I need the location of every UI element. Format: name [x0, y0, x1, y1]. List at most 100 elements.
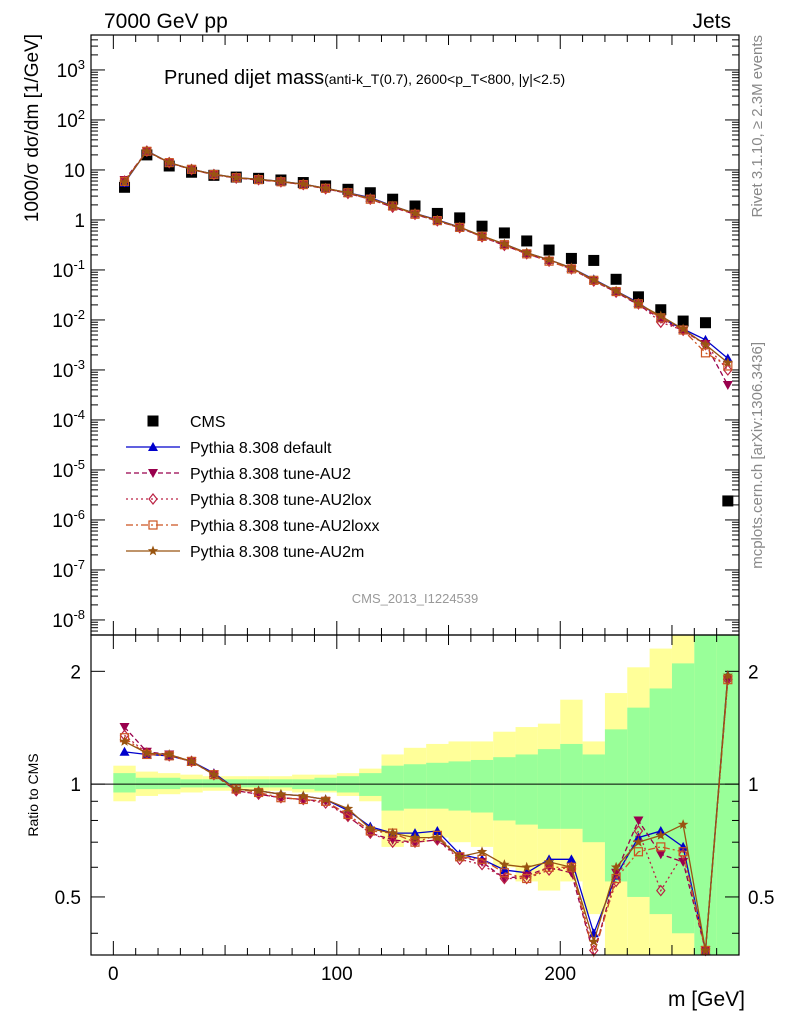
- ratio-point-s2-15: [454, 853, 465, 866]
- legend-label-au2: Pythia 8.308 tune-AU2: [190, 466, 351, 483]
- y-tick-exp--5: -5: [73, 457, 85, 472]
- y-tick-exp--1: -1: [73, 257, 85, 272]
- ratio-point-s4-24: [655, 829, 666, 840]
- ratio-point-s0-20: [566, 854, 577, 864]
- ratio-point-s4-16: [476, 846, 488, 857]
- ratio-point-s4-4: [208, 769, 220, 780]
- ratio-y-label-left-1: 1: [70, 775, 81, 796]
- ratio-point-s4-26: [700, 944, 711, 955]
- band-green-bin-6: [247, 779, 270, 788]
- ratio-y-label-right-2: 2: [748, 662, 759, 683]
- ratio-series-line-4: [124, 675, 729, 951]
- ratio-plot-series: [119, 669, 734, 958]
- band-green-bin-2: [158, 777, 181, 790]
- ratio-point-s4-10: [342, 803, 354, 814]
- header-right: Jets: [692, 10, 731, 33]
- y-tick-exp--4: -4: [73, 407, 85, 422]
- main-point-s5-11: [365, 192, 376, 203]
- band-green-bin-0: [113, 773, 136, 793]
- ratio-point-s4-22: [610, 861, 622, 872]
- main-point-s5-20: [566, 262, 577, 273]
- main-point-s5-21: [588, 274, 599, 285]
- y-tick-exp-2: 2: [78, 107, 85, 122]
- y-tick-label-1: 10: [64, 161, 85, 182]
- main-point-s5-25: [677, 323, 689, 334]
- ratio-point-s4-15: [454, 851, 465, 862]
- main-plot-ticks: 10-810-710-610-510-410-310-210-111010210…: [52, 34, 740, 635]
- y-tick-label--6: 10-6: [52, 507, 85, 532]
- main-point-s5-1: [141, 145, 153, 156]
- main-point-s5-6: [253, 173, 264, 184]
- main-point-s0-14: [431, 207, 443, 219]
- uncertainty-bands: [91, 635, 739, 955]
- ratio-point-s4-17: [499, 859, 510, 869]
- ratio-point-s4-23: [633, 836, 644, 847]
- main-y-axis-label: 1000/σ dσ/dm [1/GeV]: [22, 34, 43, 222]
- ratio-series-line-3: [124, 679, 729, 958]
- main-point-s0-26: [699, 317, 711, 329]
- main-series-line-5: [123, 150, 729, 364]
- ratio-point-s4-2: [164, 749, 175, 759]
- legend-marker-1: [148, 442, 158, 451]
- rivet-version-label: Rivet 3.1.10, ≥ 2.3M events: [749, 35, 766, 218]
- ratio-point-s3-18: [522, 873, 532, 884]
- band-green-bin-21: [582, 754, 605, 843]
- legend-symbol-au2loxx: [126, 520, 180, 530]
- main-point-s5-8: [298, 178, 309, 189]
- band-green-bin-5: [225, 779, 248, 788]
- main-title-subtext: (anti-k_T(0.7), 2600<p_T<800, |y|<2.5): [324, 71, 565, 87]
- ratio-point-s1-18: [521, 871, 532, 881]
- ratio-y-label-left-2: 2: [70, 662, 81, 683]
- ratio-point-s1-23: [633, 816, 644, 826]
- main-plot-series: [119, 145, 734, 507]
- main-series-line-4: [123, 150, 729, 367]
- band-green-bin-17: [493, 757, 516, 821]
- main-point-s5-5: [231, 172, 242, 183]
- ratio-point-s1-25: [678, 857, 689, 867]
- ratio-point-s2-8: [298, 793, 309, 806]
- y-tick-label--7: 10-7: [52, 557, 85, 582]
- ratio-point-s4-27: [722, 669, 734, 680]
- main-point-s5-4: [208, 168, 220, 179]
- band-green-bin-12: [381, 765, 404, 811]
- band-green-bin-1: [135, 777, 159, 790]
- main-point-s0-19: [543, 244, 555, 256]
- y-tick-exp--7: -7: [73, 557, 85, 572]
- legend-label-au2loxx: Pythia 8.308 tune-AU2loxx: [190, 518, 379, 535]
- y-tick-base--3: 10: [52, 361, 73, 382]
- band-green-bin-3: [180, 779, 203, 788]
- ratio-point-s4-6: [253, 785, 264, 796]
- ratio-point-s2-7: [276, 791, 286, 804]
- y-tick-base--5: 10: [52, 461, 73, 482]
- ratio-point-s1-0: [119, 723, 130, 733]
- main-point-s0-25: [677, 315, 689, 327]
- y-tick-label-0: 1: [74, 211, 85, 232]
- y-tick-base--1: 10: [52, 261, 73, 282]
- main-point-s0-24: [655, 304, 667, 316]
- main-point-s5-22: [610, 285, 622, 296]
- legend-symbol-au2m: [126, 545, 180, 556]
- ratio-point-s2-24: [656, 884, 666, 897]
- x-tick-label-100: 100: [321, 964, 353, 985]
- band-green-bin-15: [448, 761, 471, 811]
- ratio-point-s3-16: [477, 854, 487, 864]
- legend: CMS Pythia 8.308 default Pythia 8.308 tu…: [126, 414, 379, 561]
- legend-entry-au2: Pythia 8.308 tune-AU2: [126, 466, 351, 483]
- y-tick-exp--3: -3: [73, 357, 85, 372]
- ratio-point-s2-22: [611, 875, 621, 888]
- main-point-s0-17: [498, 227, 510, 239]
- ratio-point-s3-24: [656, 842, 666, 852]
- y-tick-exp--2: -2: [73, 307, 85, 322]
- main-title: Pruned dijet mass(anti-k_T(0.7), 2600<p_…: [164, 67, 565, 89]
- main-point-s0-18: [521, 235, 533, 247]
- main-point-s0-12: [387, 193, 399, 205]
- main-point-s5-7: [275, 175, 287, 186]
- band-green-bin-24: [649, 688, 672, 915]
- main-point-s5-10: [342, 187, 354, 198]
- mcplots-label: mcplots.cern.ch [arXiv:1306.3436]: [749, 342, 766, 569]
- ratio-point-s2-19: [544, 864, 554, 876]
- main-point-s3-27: [723, 363, 733, 376]
- ratio-point-s2-10: [343, 810, 353, 823]
- ratio-point-s4-13: [409, 832, 421, 842]
